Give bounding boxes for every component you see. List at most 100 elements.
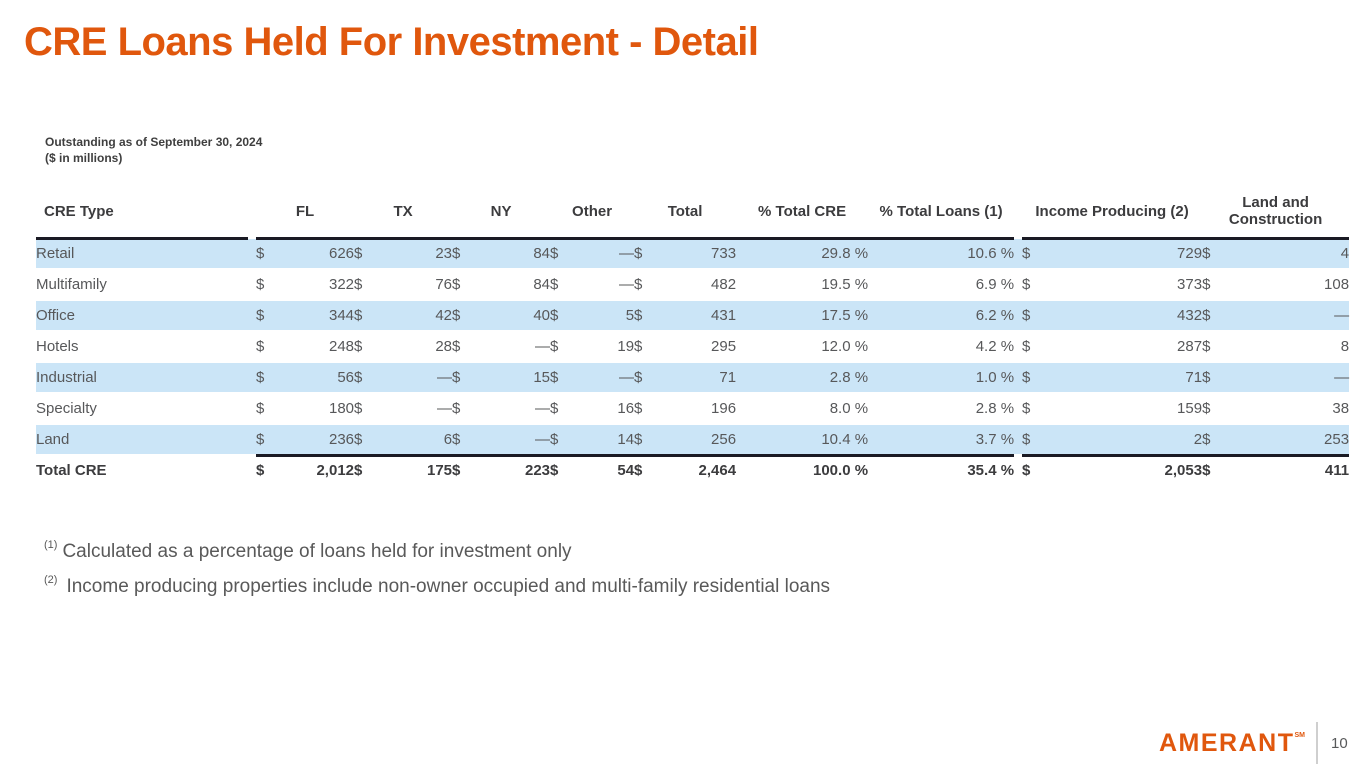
table-total-row: Total CRE $2,012 $175 $223 $54 $2,464 100.0 % 3…: [36, 454, 1350, 487]
spacer-cell: [248, 454, 256, 487]
spacer-cell: [248, 192, 256, 238]
page-title: CRE Loans Held For Investment - Detail: [24, 20, 759, 64]
cell-pct-total-cre: 17.5 %: [736, 299, 869, 332]
cell-ny: 40: [474, 299, 551, 332]
currency-symbol: $: [1202, 392, 1225, 425]
cell-pct-total-cre: 100.0 %: [736, 454, 869, 487]
currency-symbol: $: [1022, 361, 1045, 394]
currency-symbol: $: [256, 423, 278, 457]
cell-other: 5: [572, 299, 635, 332]
cell-other: 54: [572, 454, 635, 487]
cell-income-producing: 2: [1044, 423, 1203, 457]
currency-symbol: $: [634, 268, 657, 301]
currency-symbol: $: [1202, 237, 1225, 270]
cell-other: 16: [572, 392, 635, 425]
currency-symbol: $: [452, 392, 475, 425]
cell-pct-total-loans: 6.9 %: [868, 268, 1015, 301]
amerant-logo-text: AMERANT: [1159, 728, 1295, 757]
spacer-cell: [248, 268, 256, 301]
table-row: Office $344 $42 $40 $5 $431 17.5 % 6.2 % $432 $ —: [36, 299, 1350, 332]
row-label: Total CRE: [36, 454, 248, 487]
cell-ny: 223: [474, 454, 551, 487]
currency-symbol: $: [550, 392, 573, 425]
spacer-cell: [1014, 423, 1023, 456]
currency-symbol: $: [634, 454, 657, 487]
currency-symbol: $: [354, 299, 377, 332]
col-header-tx: TX: [354, 192, 453, 240]
currency-symbol: $: [354, 361, 377, 394]
row-label: Office: [36, 299, 248, 332]
cell-pct-total-cre: 12.0 %: [736, 330, 869, 363]
cell-tx: 42: [376, 299, 453, 332]
spacer-cell: [248, 423, 256, 456]
footnote-1-text: Calculated as a percentage of loans held…: [62, 541, 572, 562]
currency-symbol: $: [1202, 268, 1225, 301]
cell-pct-total-cre: 10.4 %: [736, 423, 869, 457]
cell-fl: 56: [278, 361, 355, 394]
currency-symbol: $: [1022, 299, 1045, 332]
table-header-row: CRE Type FL TX NY Other Total % Total CR…: [36, 192, 1350, 240]
currency-symbol: $: [550, 268, 573, 301]
col-header-income-producing: Income Producing (2): [1022, 192, 1203, 240]
currency-symbol: $: [550, 454, 573, 487]
amerant-logo: AMERANTSM: [1159, 728, 1305, 757]
footnote-2-marker: (2): [44, 574, 58, 586]
cell-ny: —: [474, 392, 551, 425]
currency-symbol: $: [354, 330, 377, 363]
cell-tx: 23: [376, 237, 453, 270]
currency-symbol: $: [1202, 299, 1225, 332]
cell-income-producing: 71: [1044, 361, 1203, 394]
spacer-cell: [1014, 192, 1022, 238]
cell-income-producing: 287: [1044, 330, 1203, 363]
col-header-other: Other: [550, 192, 635, 240]
currency-symbol: $: [1202, 361, 1225, 394]
cell-total: 482: [656, 268, 737, 301]
cell-fl: 236: [278, 423, 355, 457]
currency-symbol: $: [452, 299, 475, 332]
spacer-cell: [248, 330, 256, 363]
currency-symbol: $: [256, 330, 278, 363]
cell-pct-total-cre: 2.8 %: [736, 361, 869, 394]
cell-land-and-construction: 253: [1224, 423, 1350, 457]
currency-symbol: $: [1022, 268, 1045, 301]
cell-total: 431: [656, 299, 737, 332]
cell-fl: 344: [278, 299, 355, 332]
as-of-date-line: Outstanding as of September 30, 2024: [45, 135, 263, 149]
currency-symbol: $: [452, 330, 475, 363]
table-row: Hotels $248 $28 $ — $19 $295 12.0 % 4.2 % $287 $8: [36, 330, 1350, 363]
currency-symbol: $: [452, 423, 475, 457]
currency-symbol: $: [452, 237, 475, 270]
table-row: Industrial $56 $ — $15 $ — $71 2.8 % 1.0 % $71 $ —: [36, 361, 1350, 394]
cell-land-and-construction: —: [1224, 299, 1350, 332]
col-header-pct-total-cre: % Total CRE: [736, 192, 869, 240]
cell-land-and-construction: 8: [1224, 330, 1350, 363]
currency-symbol: $: [256, 299, 278, 332]
footnote-2-text: Income producing properties include non-…: [66, 576, 831, 597]
col-header-pct-total-loans: % Total Loans (1): [868, 192, 1015, 240]
cell-ny: 84: [474, 237, 551, 270]
currency-symbol: $: [1022, 392, 1045, 425]
row-label: Specialty: [36, 392, 248, 425]
cell-tx: 76: [376, 268, 453, 301]
cell-income-producing: 729: [1044, 237, 1203, 270]
row-label: Industrial: [36, 361, 248, 394]
footnote-1-marker: (1): [44, 539, 58, 551]
cell-pct-total-loans: 1.0 %: [868, 361, 1015, 394]
cell-tx: 175: [376, 454, 453, 487]
cell-tx: 6: [376, 423, 453, 457]
currency-symbol: $: [634, 423, 657, 457]
cell-total: 733: [656, 237, 737, 270]
currency-symbol: $: [354, 268, 377, 301]
spacer-cell: [248, 361, 256, 394]
currency-symbol: $: [634, 330, 657, 363]
row-label: Retail: [36, 237, 248, 270]
slide-footer: AMERANTSM 10: [1159, 722, 1357, 764]
currency-symbol: $: [550, 330, 573, 363]
currency-symbol: $: [354, 423, 377, 457]
cell-pct-total-loans: 2.8 %: [868, 392, 1015, 425]
cell-land-and-construction: 4: [1224, 237, 1350, 270]
currency-symbol: $: [634, 237, 657, 270]
currency-symbol: $: [452, 454, 475, 487]
currency-symbol: $: [354, 392, 377, 425]
spacer-cell: [1014, 330, 1023, 363]
